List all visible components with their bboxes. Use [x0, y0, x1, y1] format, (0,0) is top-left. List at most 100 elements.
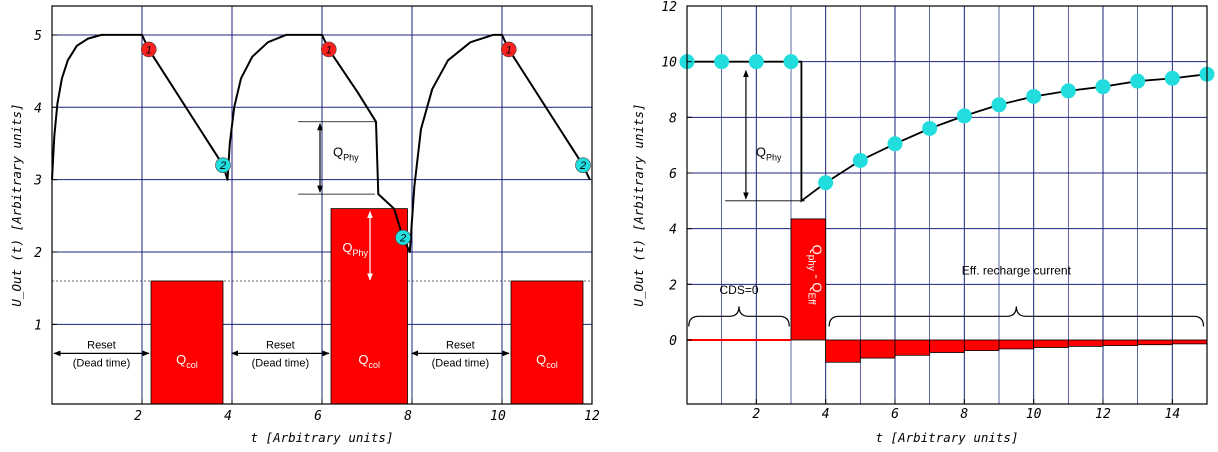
- data-point: [714, 54, 730, 70]
- recharge-bar: [998, 339, 1035, 350]
- marker-2: [395, 229, 411, 246]
- marker-number: 1: [326, 44, 332, 56]
- left-plot-frame: [51, 5, 593, 405]
- marker-number: 1: [146, 44, 152, 56]
- data-point: [991, 97, 1007, 113]
- left-markers: 1 2 1 2 1 2: [140, 41, 591, 246]
- x-tick-label: 6: [314, 409, 322, 424]
- marker-2: [575, 157, 591, 173]
- marker-1: [140, 41, 157, 58]
- left-y-axis-label: U_Out (t) [Arbitrary units]: [9, 103, 24, 306]
- y-tick-label: 4: [34, 101, 42, 116]
- recharge-bar: [1033, 339, 1069, 348]
- x-tick-label: 10: [1026, 407, 1042, 422]
- recharge-bar: [1171, 339, 1208, 345]
- x-tick-label: 12: [1095, 407, 1111, 422]
- y-tick-label: 10: [661, 56, 677, 71]
- right-points: [679, 54, 1215, 191]
- recharge-bar: [1137, 339, 1173, 346]
- data-point: [818, 175, 834, 191]
- x-tick-label: 8: [404, 409, 412, 424]
- recharge-bar: [929, 339, 965, 353]
- recharge-bar: [963, 339, 1000, 351]
- waveform-line: [687, 60, 1208, 203]
- waveform-line: [51, 33, 591, 253]
- right-plot-frame: [686, 5, 1208, 405]
- data-point: [956, 108, 972, 124]
- left-annotations: QPhy QPhy: [298, 121, 375, 281]
- y-tick-label: 3: [33, 174, 42, 189]
- x-tick-label: 4: [822, 407, 830, 422]
- data-point: [922, 120, 938, 136]
- x-tick-label: 6: [891, 407, 899, 422]
- qphy-label: QPhy: [333, 145, 359, 163]
- right-y-axis-label: U_Out (t) [Arbitrary units]: [631, 103, 646, 306]
- left-x-axis-label: t [Arbitrary units]: [251, 430, 394, 445]
- marker-number: 2: [219, 160, 226, 172]
- data-point: [852, 152, 868, 168]
- q-col-label: Qcol: [536, 352, 558, 370]
- y-tick-label: 2: [34, 246, 42, 261]
- reset-label: Reset: [266, 339, 295, 351]
- right-annotations: QPhy CDS=0 Eff. recharge current: [688, 69, 1205, 327]
- x-tick-label: 10: [490, 409, 506, 424]
- left-chart: Qcol Qcol Qcol Reset (Dead time) Reset (Dead …: [9, 5, 600, 445]
- x-tick-label: 14: [1165, 407, 1181, 422]
- reset-label: Reset: [446, 339, 475, 351]
- marker-number: 2: [579, 160, 586, 172]
- x-tick-label: 2: [752, 407, 760, 422]
- data-point: [1164, 70, 1180, 86]
- marker-1: [320, 41, 337, 58]
- data-point: [1095, 79, 1111, 95]
- data-point: [887, 136, 903, 152]
- marker-2: [215, 157, 231, 173]
- recharge-bar: [1067, 339, 1104, 347]
- x-tick-label: 12: [584, 409, 600, 424]
- q-col-label: Qcol: [176, 352, 198, 370]
- recharge-bar: [894, 339, 931, 356]
- x-tick-label: 8: [960, 407, 968, 422]
- x-tick-label: 4: [224, 409, 232, 424]
- right-chart: Qphy - QEff QPhy CDS=0 Eff. recharge curre…: [631, 0, 1215, 445]
- data-point: [783, 54, 799, 70]
- qphy-label-white: QPhy: [342, 240, 368, 258]
- left-bars: Qcol Qcol Qcol: [150, 208, 584, 405]
- marker-1: [500, 41, 517, 58]
- cds-brace: [688, 306, 790, 327]
- y-tick-label: 6: [669, 167, 677, 182]
- x-tick-label: 2: [134, 409, 142, 424]
- data-point: [1130, 73, 1146, 89]
- q-col-label: Qcol: [358, 352, 380, 370]
- reset-label: Reset: [87, 339, 116, 351]
- marker-number: 1: [506, 44, 512, 56]
- data-point: [748, 54, 764, 70]
- right-bars: Qphy - QEff: [687, 218, 1208, 363]
- y-tick-label: 2: [669, 278, 677, 293]
- right-waveform: [687, 60, 1208, 203]
- y-tick-label: 5: [34, 29, 42, 44]
- q-col-bar: [150, 280, 224, 405]
- cds-label: CDS=0: [719, 283, 758, 297]
- q-col-bar: [510, 280, 584, 405]
- recharge-bar: [1102, 339, 1139, 346]
- qphy-label: QPhy: [756, 144, 782, 162]
- left-waveform: [51, 33, 591, 253]
- y-tick-label: 4: [669, 223, 677, 238]
- right-ticks: 2 4 6 8 10 12 14 0 2 4 6 8 10 12: [661, 0, 1180, 422]
- y-tick-label: 8: [669, 111, 677, 126]
- marker-number: 2: [399, 233, 406, 245]
- data-point: [1060, 83, 1076, 99]
- recharge-brace: [828, 306, 1205, 327]
- recharge-bar: [825, 339, 861, 363]
- reset-sublabel: (Dead time): [432, 357, 489, 369]
- y-tick-label: 12: [661, 0, 677, 15]
- q-phy-minus-eff-label: Qphy - QEff: [805, 245, 824, 305]
- right-x-axis-label: t [Arbitrary units]: [876, 430, 1019, 445]
- recharge-label: Eff. recharge current: [962, 263, 1072, 277]
- data-point: [1026, 88, 1042, 104]
- reset-sublabel: (Dead time): [252, 357, 309, 369]
- y-tick-label: 0: [669, 334, 677, 349]
- q-phy-minus-eff-bar: [790, 218, 827, 341]
